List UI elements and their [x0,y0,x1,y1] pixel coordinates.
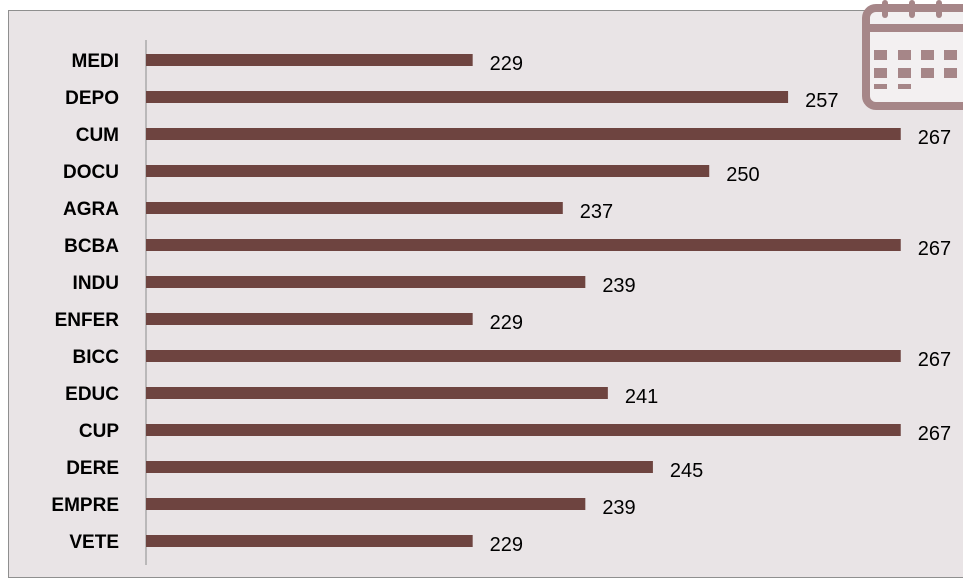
calendar-ring-1 [909,0,915,18]
category-label: DERE [66,458,119,479]
calendar-cell-0-1 [898,50,911,60]
calendar-cell-1-3 [944,68,957,78]
value-label: 239 [602,497,635,519]
calendar-cell-0-2 [921,50,934,60]
bar-docu [146,165,710,177]
value-label: 267 [918,238,951,260]
bar-cum [146,128,901,140]
value-label: 267 [918,127,951,149]
category-label: EDUC [65,384,119,405]
value-label: 250 [726,164,759,186]
value-label: 229 [490,534,523,556]
category-labels: MEDI DEPO CUM DOCU AGRA BCBA INDU ENFER BICC EDUC… [51,51,119,553]
category-label: BICC [73,347,120,368]
category-label: INDU [73,273,119,294]
category-label: DOCU [63,162,119,183]
bar-depo [146,91,789,103]
value-label: 267 [918,349,951,371]
calendar-cell-0-3 [944,50,957,60]
category-label: MEDI [72,51,120,72]
calendar-ring-0 [882,0,888,18]
chart-panel [8,10,963,578]
value-label: 229 [490,53,523,75]
bar-medi [146,54,473,66]
value-labels: 229 257 267 250 237 267 239 229 267 241 267 245 239 2… [490,53,951,556]
value-label: 257 [805,90,838,112]
calendar-cell-1-1 [898,68,911,78]
bars [146,54,901,547]
value-label: 245 [670,460,703,482]
bar-cup [146,424,901,436]
calendar-body [862,4,963,110]
category-label: AGRA [63,199,119,220]
bar-educ [146,387,608,399]
calendar-cell-bottom-0 [874,84,887,89]
bar-empre [146,498,586,510]
value-label: 267 [918,423,951,445]
category-label: VETE [69,532,119,553]
value-label: 229 [490,312,523,334]
calendar-cell-1-0 [874,68,887,78]
category-label: EMPRE [51,495,119,516]
category-label: BCBA [64,236,119,257]
value-label: 237 [580,201,613,223]
calendar-cell-1-2 [921,68,934,78]
category-label: CUM [76,125,119,146]
value-label: 241 [625,386,658,408]
bar-vete [146,535,473,547]
category-label: CUP [79,421,119,442]
calendar-cell-0-0 [874,50,887,60]
value-label: 239 [602,275,635,297]
calendar-ring-2 [936,0,942,18]
bar-dere [146,461,653,473]
bar-bicc [146,350,901,362]
bar-bcba [146,239,901,251]
category-label: DEPO [65,88,119,109]
calendar-icon [862,0,963,110]
bar-enfer [146,313,473,325]
category-label: ENFER [55,310,120,331]
bar-indu [146,276,586,288]
bar-agra [146,202,563,214]
calendar-cell-bottom-1 [898,84,911,89]
